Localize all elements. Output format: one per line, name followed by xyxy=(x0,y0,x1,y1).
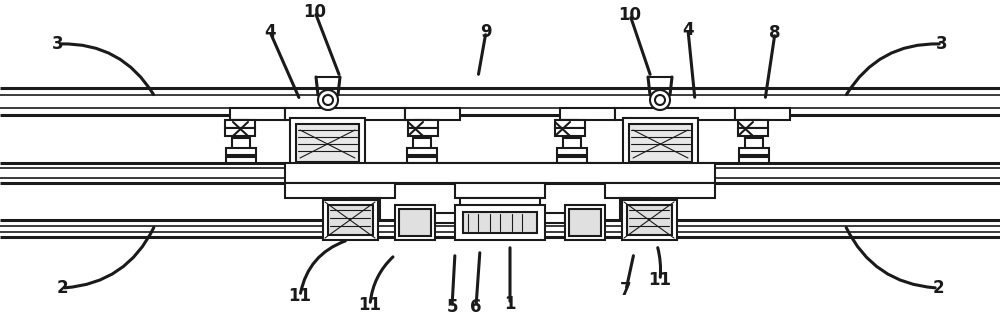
Text: 10: 10 xyxy=(304,3,326,21)
Bar xyxy=(233,120,248,138)
Bar xyxy=(627,205,672,235)
Text: 1: 1 xyxy=(504,295,516,313)
Bar xyxy=(405,108,460,120)
Text: 8: 8 xyxy=(769,24,781,42)
Text: 4: 4 xyxy=(264,23,276,41)
Bar xyxy=(408,120,438,128)
Text: 11: 11 xyxy=(648,271,672,289)
Bar xyxy=(395,205,435,240)
Bar xyxy=(407,148,437,155)
Text: 2: 2 xyxy=(56,279,68,297)
Bar xyxy=(745,120,760,138)
Bar xyxy=(555,128,585,136)
Text: 11: 11 xyxy=(358,296,382,314)
Text: 10: 10 xyxy=(618,6,642,24)
Bar xyxy=(285,183,395,198)
Bar xyxy=(225,128,255,136)
Bar xyxy=(563,138,581,163)
Text: 6: 6 xyxy=(470,298,482,316)
Text: 9: 9 xyxy=(480,23,492,41)
Bar xyxy=(296,124,359,162)
Bar xyxy=(620,198,650,220)
Bar xyxy=(225,120,255,128)
Bar xyxy=(739,148,769,155)
Bar xyxy=(230,108,285,120)
Bar xyxy=(738,120,768,128)
Circle shape xyxy=(323,95,333,105)
Bar xyxy=(565,205,605,240)
Bar xyxy=(745,138,763,163)
Bar xyxy=(569,209,601,236)
Bar xyxy=(605,183,715,198)
Circle shape xyxy=(655,95,665,105)
Bar xyxy=(435,213,565,223)
Bar xyxy=(463,212,537,233)
Bar xyxy=(560,108,615,120)
Bar xyxy=(415,120,430,138)
Text: 3: 3 xyxy=(52,35,64,53)
Text: 2: 2 xyxy=(932,279,944,297)
Bar xyxy=(739,157,769,163)
Bar xyxy=(323,200,378,240)
Text: 11: 11 xyxy=(288,287,312,305)
Bar xyxy=(738,128,768,136)
Bar xyxy=(557,148,587,155)
Text: 4: 4 xyxy=(682,21,694,39)
Text: 7: 7 xyxy=(620,281,632,299)
Bar xyxy=(622,200,677,240)
Bar xyxy=(460,198,540,220)
Bar xyxy=(328,205,373,235)
Circle shape xyxy=(650,90,670,110)
Bar xyxy=(285,108,405,120)
Bar xyxy=(350,198,380,220)
Bar xyxy=(408,128,438,136)
Bar xyxy=(226,148,256,155)
Bar xyxy=(290,118,365,166)
Text: 5: 5 xyxy=(446,298,458,316)
Bar xyxy=(407,157,437,163)
Bar xyxy=(555,120,585,128)
Circle shape xyxy=(318,90,338,110)
Bar xyxy=(232,138,250,163)
Bar xyxy=(563,120,578,138)
Bar xyxy=(399,209,431,236)
Bar xyxy=(285,163,715,183)
Bar xyxy=(455,183,545,198)
Bar xyxy=(615,108,735,120)
Bar xyxy=(629,124,692,162)
Bar xyxy=(413,138,431,163)
Bar xyxy=(557,157,587,163)
Bar xyxy=(623,118,698,166)
Bar xyxy=(455,205,545,240)
Bar xyxy=(735,108,790,120)
Bar xyxy=(226,157,256,163)
Text: 3: 3 xyxy=(936,35,948,53)
